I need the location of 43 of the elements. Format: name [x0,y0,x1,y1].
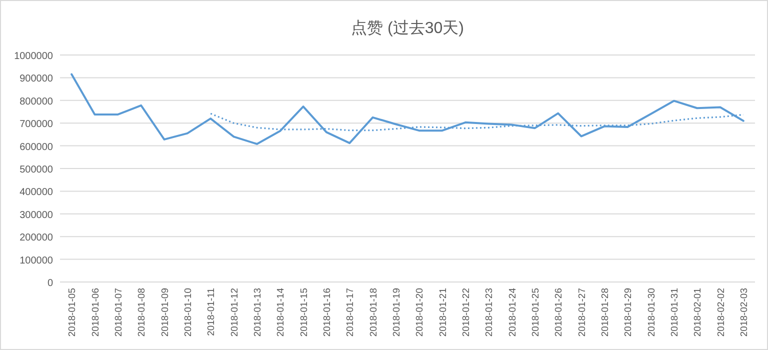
x-tick-label: 2018-01-05 [67,288,78,337]
x-tick-label: 2018-01-15 [298,288,310,337]
x-tick-label: 2018-01-21 [438,288,449,337]
x-tick-label: 2018-01-29 [623,288,634,337]
x-tick-label: 2018-01-28 [600,288,611,337]
x-tick-label: 2018-01-13 [252,288,264,337]
x-tick-label: 2018-01-19 [391,288,402,337]
y-tick-label: 0 [47,278,54,289]
x-tick-label: 2018-01-11 [206,288,218,336]
x-tick-label: 2018-01-24 [507,288,518,337]
x-tick-label: 2018-01-07 [113,288,124,337]
x-tick-label: 2018-02-01 [692,288,704,337]
x-tick-label: 2018-01-20 [414,288,426,337]
x-tick-label: 2018-01-31 [669,288,680,337]
x-tick-label: 2018-01-10 [182,288,194,337]
x-tick-label: 2018-01-12 [229,288,240,337]
x-tick-label: 2018-01-27 [576,288,588,337]
x-tick-label: 2018-01-23 [484,288,496,337]
x-tick-label: 2018-02-03 [738,288,750,337]
y-tick-label: 1000000 [14,51,54,62]
y-tick-label: 800000 [20,96,54,108]
y-tick-label: 900000 [20,74,54,85]
x-tick-label: 2018-01-26 [554,288,565,337]
x-tick-label: 2018-02-02 [716,288,727,337]
line-series [70,73,744,145]
x-tick-label: 2018-01-22 [460,288,472,337]
x-tick-label: 2018-01-16 [322,288,333,337]
y-tick-label: 700000 [20,119,54,130]
y-tick-label: 400000 [20,187,54,198]
y-tick-label: 100000 [20,255,54,266]
x-tick-label: 2018-01-09 [160,288,171,337]
x-tick-label: 2018-01-30 [646,288,658,337]
x-tick-label: 2018-01-08 [136,288,148,337]
chart-title: 点赞 (过去30天) [351,19,464,37]
y-tick-label: 300000 [20,210,54,221]
x-tick-label: 2018-01-06 [90,288,102,337]
y-tick-label: 200000 [20,232,54,244]
y-tick-label: 500000 [20,164,54,176]
x-tick-label: 2018-01-14 [276,288,287,337]
x-tick-label: 2018-01-18 [368,288,380,337]
x-tick-label: 2018-01-17 [345,288,356,337]
y-tick-label: 600000 [20,142,54,153]
x-tick-label: 2018-01-25 [530,288,542,337]
